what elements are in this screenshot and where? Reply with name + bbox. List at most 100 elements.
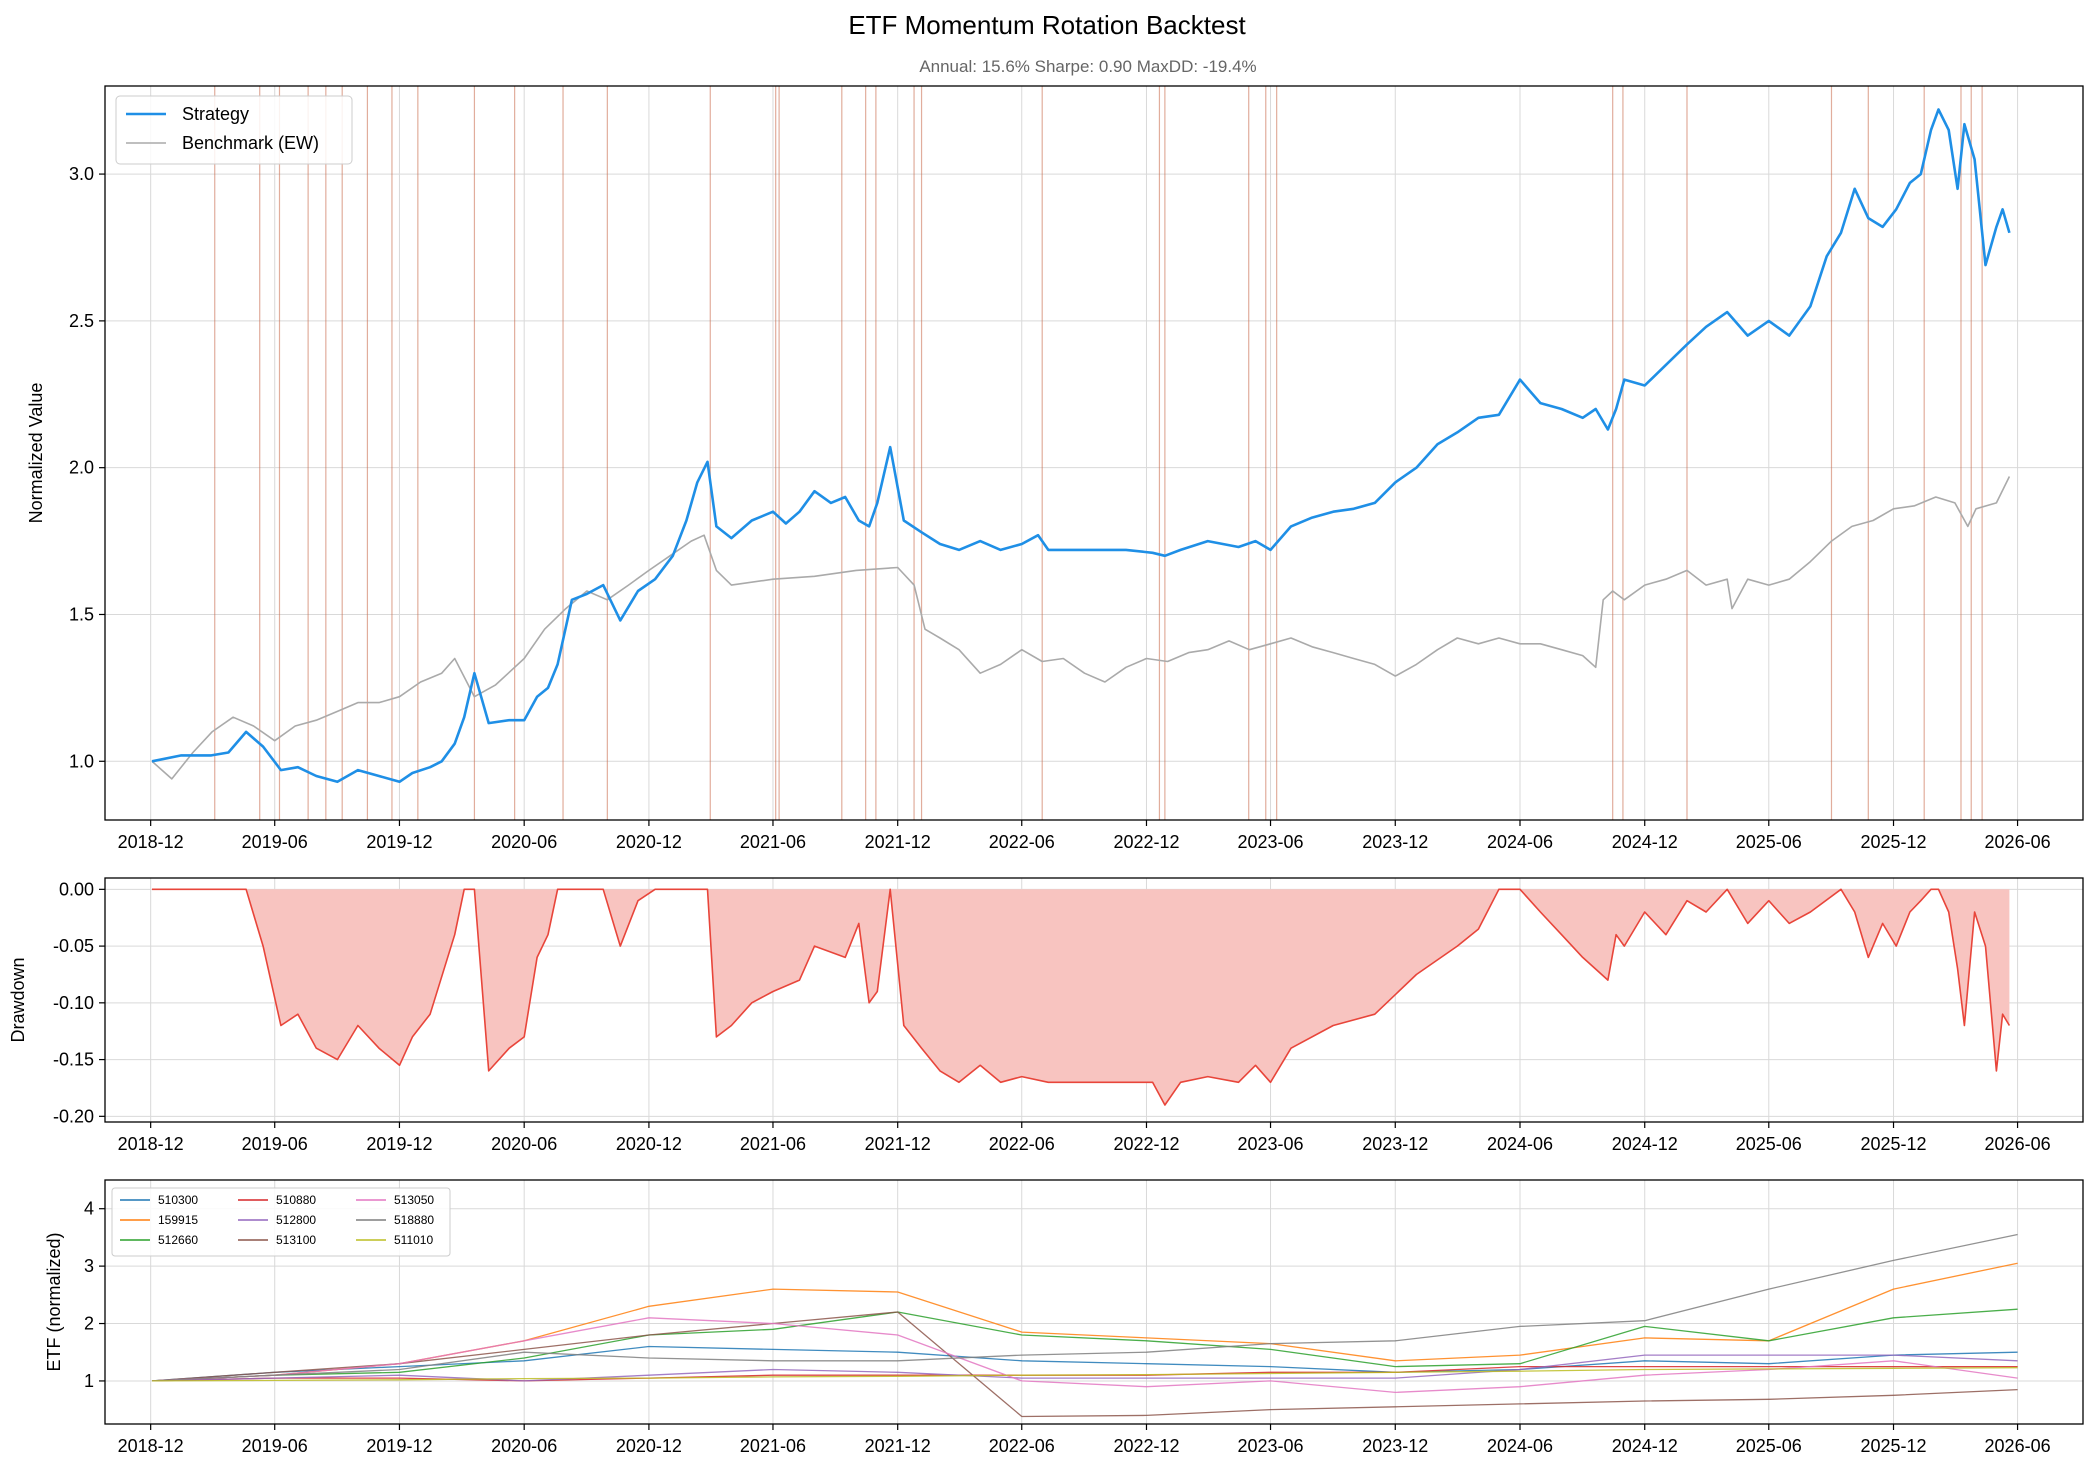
legend-label: 513100 [276,1233,316,1247]
y-tick-label: 0.00 [59,879,94,899]
legend-label: 512800 [276,1213,316,1227]
y-tick-label: 2.0 [69,458,94,478]
y-tick-label: 1 [84,1371,94,1391]
x-tick-label: 2024-06 [1487,1436,1553,1456]
x-tick-label: 2020-12 [616,832,682,852]
x-tick-label: 2022-06 [989,1436,1055,1456]
x-tick-label: 2024-06 [1487,1134,1553,1154]
x-tick-label: 2019-12 [366,1436,432,1456]
axes-frame [104,1179,2084,1425]
x-tick-label: 2025-06 [1736,832,1802,852]
x-tick-label: 2019-06 [242,832,308,852]
etf-line-513100 [151,1311,2018,1418]
x-tick-label: 2021-12 [865,832,931,852]
x-tick-label: 2025-12 [1860,832,1926,852]
y-tick-label: 2.5 [69,311,94,331]
x-tick-label: 2024-12 [1612,832,1678,852]
drawdown-area [152,889,2010,1105]
x-tick-label: 2021-06 [740,1436,806,1456]
x-tick-label: 2023-12 [1362,1436,1428,1456]
y-tick-label: 1.5 [69,604,94,624]
legend-box [115,95,353,165]
x-tick-label: 2019-12 [366,832,432,852]
legend-label: 511010 [394,1233,433,1247]
x-tick-label: 2025-12 [1860,1134,1926,1154]
etf-line-512800 [151,1354,2018,1382]
x-tick-label: 2025-12 [1860,1436,1926,1456]
x-tick-label: 2022-12 [1113,1436,1179,1456]
x-tick-label: 2022-12 [1113,1134,1179,1154]
x-tick-label: 2018-12 [118,832,184,852]
legend-label: 513050 [394,1193,434,1207]
axes-frame [104,85,2084,821]
x-tick-label: 2023-06 [1238,1134,1304,1154]
x-tick-label: 2019-06 [242,1436,308,1456]
y-axis-label: Normalized Value [26,383,46,524]
x-tick-label: 2022-06 [989,832,1055,852]
y-axis-label: Drawdown [8,957,28,1042]
x-tick-label: 2023-12 [1362,1134,1428,1154]
x-tick-label: 2026-06 [1985,1436,2051,1456]
x-tick-label: 2018-12 [118,1134,184,1154]
legend-label: 510880 [276,1193,316,1207]
x-tick-label: 2020-12 [616,1134,682,1154]
y-tick-label: 1.0 [69,751,94,771]
legend-label: 518880 [394,1213,434,1227]
etf-plot-area [151,1233,2018,1418]
y-tick-label: 3.0 [69,164,94,184]
x-tick-label: 2020-06 [491,832,557,852]
legend-label: Benchmark (EW) [182,133,319,153]
x-tick-label: 2020-12 [616,1436,682,1456]
nav-plot-area [151,86,2011,820]
y-tick-label: -0.05 [53,936,94,956]
y-tick-label: 3 [84,1256,94,1276]
x-tick-label: 2022-12 [1113,832,1179,852]
x-tick-label: 2024-12 [1612,1436,1678,1456]
x-tick-label: 2023-12 [1362,832,1428,852]
y-tick-label: -0.10 [53,993,94,1013]
etf-line-518880 [151,1233,2018,1382]
legend-box [111,1187,451,1257]
strategy-line [151,108,2011,784]
x-tick-label: 2020-06 [491,1134,557,1154]
y-axis-label: ETF (normalized) [44,1232,64,1371]
x-tick-label: 2024-12 [1612,1134,1678,1154]
x-tick-label: 2024-06 [1487,832,1553,852]
y-tick-label: 2 [84,1314,94,1334]
etf-line-513050 [151,1317,2018,1394]
x-tick-label: 2019-06 [242,1134,308,1154]
x-tick-label: 2023-06 [1238,1436,1304,1456]
y-tick-label: 4 [84,1199,94,1219]
legend-label: Strategy [182,104,249,124]
x-tick-label: 2021-06 [740,1134,806,1154]
etf-line-511010 [151,1367,2018,1382]
x-tick-label: 2022-06 [989,1134,1055,1154]
x-tick-label: 2025-06 [1736,1134,1802,1154]
nav-legend: Strategy Benchmark (EW) [115,95,353,165]
legend-label: 512660 [158,1233,198,1247]
drawdown-plot-area [152,888,2011,1106]
nav-panel: 2018-12 2019-06 2019-12 2020-06 2020-12 2021-… [26,85,2084,852]
y-tick-label: -0.15 [53,1050,94,1070]
etf-legend: 510300 159915 512660 510880 512800 513100 5130… [111,1187,451,1257]
x-tick-label: 2021-12 [865,1436,931,1456]
etf-line-512660 [151,1308,2018,1382]
drawdown-panel: 2018-12 2019-06 2019-12 2020-06 2020-12 2021-… [8,877,2084,1154]
y-tick-label: -0.20 [53,1106,94,1126]
x-tick-label: 2026-06 [1985,1134,2051,1154]
x-tick-label: 2025-06 [1736,1436,1802,1456]
x-tick-label: 2020-06 [491,1436,557,1456]
x-tick-label: 2021-12 [865,1134,931,1154]
etf-panel: 2018-12 2019-06 2019-12 2020-06 2020-12 2021-… [44,1179,2084,1456]
legend-label: 159915 [158,1213,198,1227]
x-tick-label: 2026-06 [1985,832,2051,852]
benchmark-line [151,476,2011,780]
etf-line-510300 [151,1345,2018,1382]
figure-subtitle: Annual: 15.6% Sharpe: 0.90 MaxDD: -19.4% [919,57,1256,76]
axes-frame [104,877,2084,1123]
figure-title: ETF Momentum Rotation Backtest [848,10,1246,40]
x-tick-label: 2019-12 [366,1134,432,1154]
x-tick-label: 2018-12 [118,1436,184,1456]
drawdown-line [152,888,2011,1106]
